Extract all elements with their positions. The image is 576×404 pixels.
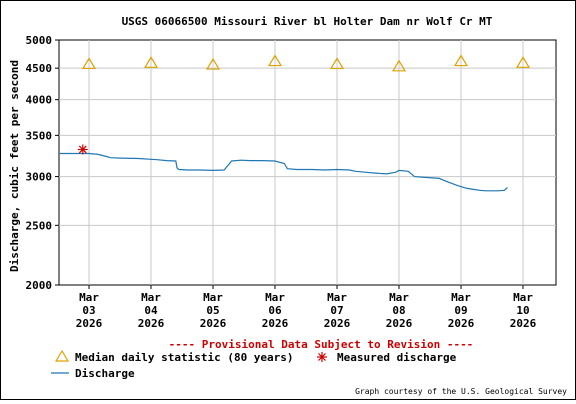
y-tick-label: 5000 <box>26 34 53 47</box>
median-marker <box>267 54 283 67</box>
x-tick-label: Mar <box>451 291 471 304</box>
graph-credit: Graph courtesy of the U.S. Geological Su… <box>355 387 567 396</box>
median-marker <box>205 57 221 70</box>
median-marker <box>391 59 407 72</box>
legend-median-label: Median daily statistic (80 years) <box>75 351 294 364</box>
legend-triangle-icon <box>54 349 70 362</box>
x-tick-label: 07 <box>330 304 343 317</box>
legend-asterisk-icon <box>317 352 327 362</box>
x-tick-label: 04 <box>144 304 158 317</box>
x-tick-label: Mar <box>513 291 533 304</box>
y-tick-label: 2000 <box>26 279 53 292</box>
y-tick-label: 4000 <box>26 94 53 107</box>
chart-title: USGS 06066500 Missouri River bl Holter D… <box>122 15 493 28</box>
x-tick-label: Mar <box>203 291 223 304</box>
x-tick-label: 10 <box>516 304 529 317</box>
y-axis-ticks: 2000 2500 3000 3500 4000 4500 5000 <box>26 34 59 292</box>
x-tick-label: Mar <box>327 291 347 304</box>
x-tick-label: 03 <box>82 304 95 317</box>
median-marker <box>329 57 345 70</box>
x-tick-label: Mar <box>141 291 161 304</box>
legend: Median daily statistic (80 years) Measur… <box>51 349 457 380</box>
x-tick-label: Mar <box>265 291 285 304</box>
median-marker <box>143 56 159 68</box>
x-tick-label: 2026 <box>324 317 351 330</box>
legend-measured-label: Measured discharge <box>337 351 457 364</box>
median-marker <box>515 56 531 68</box>
x-tick-label: 2026 <box>448 317 475 330</box>
legend-discharge-label: Discharge <box>75 367 135 380</box>
x-tick-label: 09 <box>454 304 467 317</box>
y-tick-label: 3500 <box>26 129 53 142</box>
plot-area <box>58 39 557 286</box>
x-tick-label: 08 <box>392 304 405 317</box>
measured-marker <box>77 144 88 155</box>
y-tick-label: 3000 <box>26 171 53 184</box>
provisional-notice: ---- Provisional Data Subject to Revisio… <box>169 338 474 351</box>
x-axis-ticks: Mar032026Mar042026Mar052026Mar062026Mar0… <box>76 285 537 330</box>
y-tick-label: 2500 <box>26 219 53 232</box>
x-tick-label: 2026 <box>262 317 289 330</box>
y-tick-label: 4500 <box>26 62 53 75</box>
x-tick-label: 2026 <box>200 317 227 330</box>
series-layer <box>59 54 531 192</box>
discharge-series-line <box>59 152 508 192</box>
x-tick-label: 2026 <box>386 317 413 330</box>
x-tick-label: 05 <box>206 304 219 317</box>
median-marker <box>453 54 469 67</box>
median-marker <box>81 57 97 70</box>
x-tick-label: Mar <box>79 291 99 304</box>
grid-lines <box>59 40 556 285</box>
y-axis-label: Discharge, cubic feet per second <box>8 60 21 272</box>
x-tick-label: 2026 <box>76 317 103 330</box>
x-tick-label: 06 <box>268 304 282 317</box>
x-tick-label: 2026 <box>138 317 165 330</box>
x-tick-label: 2026 <box>510 317 537 330</box>
x-tick-label: Mar <box>389 291 409 304</box>
